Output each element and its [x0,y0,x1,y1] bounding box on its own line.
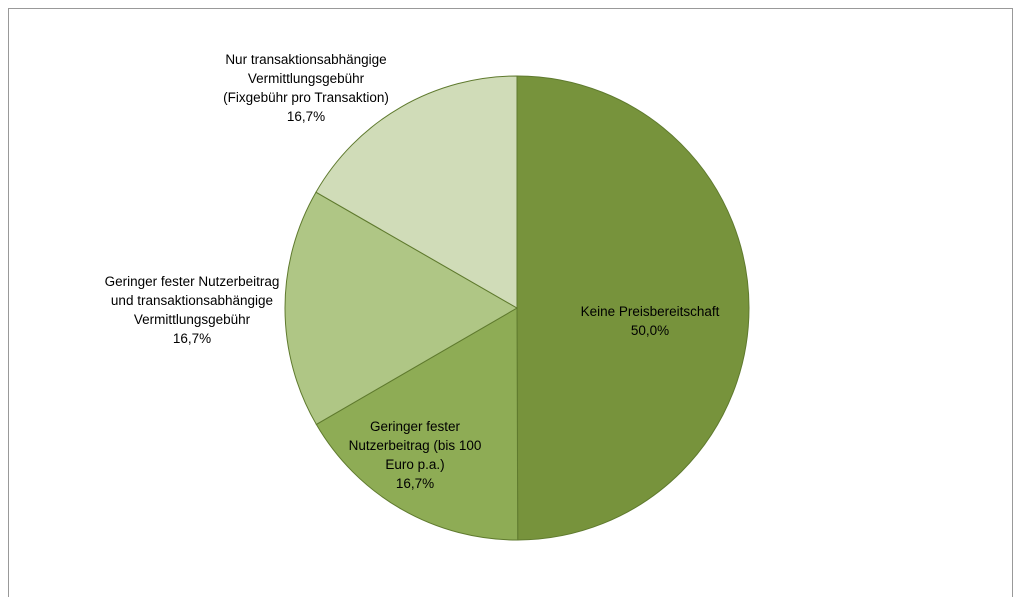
category-label: Nur transaktionsabhängige Vermittlungsge… [223,52,389,105]
value-label: 50,0% [630,323,670,338]
value-label: 16,7% [395,476,435,491]
slice-label: Geringer fester Nutzerbeitrag und transa… [105,272,280,348]
pie-slice [516,75,750,541]
category-label: Keine Preisbereitschaft [580,304,720,319]
chart-border [8,8,1013,597]
pie-slice [315,75,518,309]
pie-slice [315,307,519,541]
category-label: Geringer fester Nutzerbeitrag (bis 100 E… [348,419,482,472]
slice-label: Keine Preisbereitschaft 50,0% [555,302,745,340]
value-label: 16,7% [286,109,326,124]
pie-slice [284,191,518,426]
slice-label: Nur transaktionsabhängige Vermittlungsge… [219,50,394,126]
slice-label: Geringer fester Nutzerbeitrag (bis 100 E… [340,417,490,493]
category-label: Geringer fester Nutzerbeitrag und transa… [104,274,280,327]
value-label: 16,7% [172,331,212,346]
